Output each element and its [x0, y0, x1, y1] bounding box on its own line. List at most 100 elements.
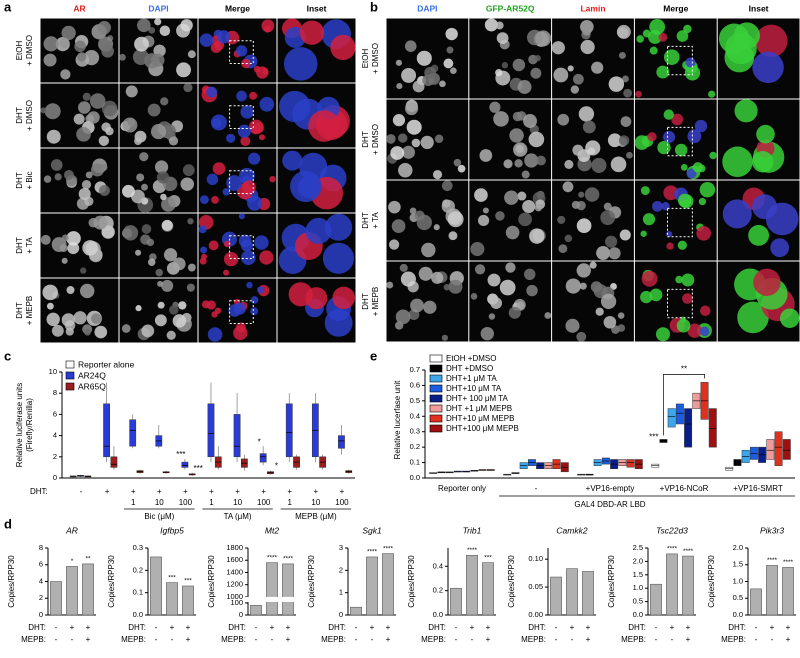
panel-letter: e	[370, 348, 377, 363]
row-label: EtOH	[15, 41, 24, 61]
y-axis-label: Copies/RPP30	[407, 555, 416, 608]
nucleus	[589, 261, 597, 269]
nucleus	[501, 62, 509, 69]
nucleus	[516, 301, 525, 310]
bar	[82, 563, 94, 616]
y-tick-label: 0.0	[133, 610, 143, 619]
nucleus	[755, 24, 788, 58]
inset-box	[229, 105, 254, 129]
nucleus	[724, 42, 755, 73]
nucleus	[687, 129, 702, 144]
nucleus	[208, 240, 219, 251]
nucleus	[591, 61, 604, 74]
y-tick-label: 8	[39, 543, 43, 552]
y-tick-label: 0.3	[410, 427, 420, 436]
nucleus	[663, 49, 680, 65]
y-tick-label: 0.3	[133, 543, 143, 552]
significance: **	[85, 556, 91, 563]
nucleus	[441, 180, 453, 192]
nucleus	[576, 331, 587, 342]
nucleus	[514, 159, 523, 168]
inset-box	[229, 235, 254, 259]
nucleus	[43, 36, 59, 52]
nucleus	[299, 20, 325, 45]
y-axis-label: Copies/RPP30	[107, 555, 116, 608]
nucleus	[46, 312, 60, 327]
nucleus	[236, 90, 247, 102]
y-tick-label: 1600	[226, 555, 243, 564]
nucleus	[74, 40, 86, 53]
nucleus	[187, 218, 194, 225]
y-tick-label: 2	[339, 565, 343, 574]
nucleus	[139, 152, 149, 162]
x-tick-label: 100	[335, 498, 349, 507]
legend-swatch	[65, 382, 75, 391]
legend-swatch	[429, 384, 443, 393]
nucleus	[168, 136, 179, 146]
nucleus	[201, 253, 208, 260]
legend-label: DHT +DMSO	[446, 364, 493, 373]
nucleus	[675, 275, 683, 284]
nucleus	[517, 191, 527, 201]
column-header: Merge	[225, 3, 250, 13]
nucleus	[77, 101, 91, 114]
nucleus	[79, 283, 95, 299]
nucleus	[157, 280, 164, 287]
bar	[450, 587, 462, 616]
nucleus	[661, 202, 670, 211]
row-label: DHT	[361, 293, 370, 310]
nucleus	[698, 197, 707, 206]
nucleus	[259, 250, 274, 265]
inset-box	[667, 288, 693, 319]
dht-sign: +	[235, 487, 240, 496]
row-label: MEPB:	[721, 635, 746, 644]
nucleus	[753, 268, 781, 296]
y-tick-label: 0.5	[410, 396, 420, 405]
dht-sign: +	[340, 487, 345, 496]
bar	[566, 568, 578, 616]
significance: ****	[783, 559, 794, 566]
nucleus	[557, 215, 566, 224]
nucleus	[125, 85, 138, 98]
micrograph	[119, 148, 198, 213]
nucleus	[666, 242, 674, 250]
nucleus	[663, 109, 674, 120]
nucleus	[441, 334, 449, 341]
nucleus	[132, 49, 149, 65]
x-tick-label: -	[535, 484, 538, 493]
y-tick-label: 1.5	[633, 570, 643, 579]
nucleus	[257, 286, 265, 294]
y-tick-label: 0	[53, 473, 57, 482]
y-tick-label: 6	[53, 409, 57, 418]
row-sign: +	[786, 635, 791, 644]
y-tick-label: 1200	[226, 580, 243, 589]
nucleus	[495, 69, 503, 77]
micrograph	[386, 99, 469, 180]
nucleus	[100, 163, 108, 171]
nucleus	[305, 217, 332, 244]
box	[667, 408, 676, 428]
row-label: + DMSO	[371, 43, 380, 74]
row-sign: +	[470, 623, 475, 632]
nucleus	[443, 58, 454, 69]
nucleus	[752, 51, 784, 84]
nucleus	[157, 301, 165, 309]
inset-box	[229, 300, 254, 324]
nucleus	[593, 284, 608, 299]
nucleus	[65, 327, 74, 336]
nucleus	[332, 286, 355, 310]
nucleus	[182, 164, 195, 177]
nucleus	[283, 47, 318, 81]
nucleus	[523, 114, 537, 128]
nucleus	[642, 213, 656, 226]
nucleus	[572, 144, 584, 156]
nucleus	[699, 326, 710, 337]
bar	[466, 555, 478, 616]
legend-swatch	[429, 354, 443, 363]
nucleus	[751, 151, 774, 173]
micrograph	[40, 148, 119, 213]
nucleus	[151, 53, 165, 67]
nucleus	[226, 175, 243, 191]
nucleus	[259, 96, 275, 112]
legend-swatch	[429, 374, 443, 383]
